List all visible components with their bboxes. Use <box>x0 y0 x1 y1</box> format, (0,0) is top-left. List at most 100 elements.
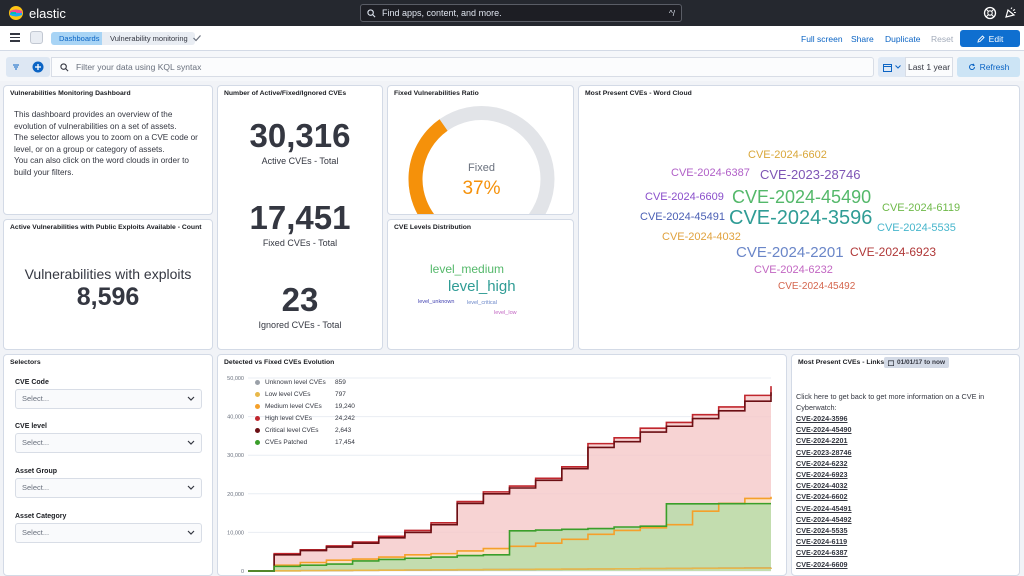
series-line <box>248 502 771 572</box>
legend-item[interactable]: Medium level CVEs 19,240 <box>255 403 355 410</box>
y-tick-label: 20,000 <box>227 492 244 498</box>
word-cloud-item[interactable]: CVE-2024-3596 <box>729 207 873 229</box>
legend-item[interactable]: Low level CVEs 797 <box>255 391 346 398</box>
asset-category-label: Asset Category <box>15 513 67 520</box>
breadcrumb-current: Vulnerability monitoring <box>102 32 195 45</box>
word-cloud-item[interactable]: CVE-2024-6119 <box>882 202 961 214</box>
time-range-text: 01/01/17 to now <box>897 359 946 366</box>
panel-title: Fixed Vulnerabilities Ratio <box>394 90 479 97</box>
filter-menu-icon[interactable] <box>12 63 20 71</box>
asset-group-select[interactable]: Select... <box>15 478 202 498</box>
panel-exploits-count: Active Vulnerabilities with Public Explo… <box>3 219 213 350</box>
global-search-input[interactable]: Find apps, content, and more. ^/ <box>360 4 682 22</box>
panel-cve-links: Most Present CVEs - Links 01/01/17 to no… <box>791 354 1020 576</box>
panel-fixed-ratio: Fixed Vulnerabilities Ratio Fixed 37% <box>387 85 574 215</box>
word-cloud-item[interactable]: CVE-2024-6232 <box>754 264 833 276</box>
level-word-item[interactable]: level_unknown <box>418 299 455 305</box>
cve-code-label: CVE Code <box>15 379 49 386</box>
refresh-label: Refresh <box>979 62 1010 72</box>
duplicate-button[interactable]: Duplicate <box>885 34 921 44</box>
word-cloud-item[interactable]: CVE-2024-45490 <box>732 187 872 207</box>
share-button[interactable]: Share <box>851 34 874 44</box>
legend-swatch <box>255 404 260 409</box>
legend-swatch <box>255 440 260 445</box>
legend-item[interactable]: Unknown level CVEs 859 <box>255 379 346 386</box>
filter-controls <box>6 57 50 77</box>
help-icon[interactable] <box>983 6 997 20</box>
legend-swatch <box>255 392 260 397</box>
cve-link[interactable]: CVE-2024-6387 <box>796 548 848 558</box>
level-word-item[interactable]: level_low <box>494 310 517 316</box>
word-cloud-item[interactable]: CVE-2024-45491 <box>640 211 726 223</box>
space-avatar[interactable] <box>30 31 43 44</box>
edit-button[interactable]: Edit <box>960 30 1020 47</box>
cve-link[interactable]: CVE-2024-6232 <box>796 458 848 468</box>
cve-link[interactable]: CVE-2024-6923 <box>796 470 848 480</box>
cve-level-select[interactable]: Select... <box>15 433 202 453</box>
word-cloud-item[interactable]: CVE-2024-5535 <box>877 222 956 234</box>
panel-title: Active Vulnerabilities with Public Explo… <box>10 224 202 231</box>
description-line: You can also click on the word clouds in… <box>14 156 189 166</box>
legend-item[interactable]: Critical level CVEs 2,643 <box>255 427 351 434</box>
elastic-logo[interactable]: elastic <box>8 5 66 21</box>
search-icon <box>60 62 69 71</box>
legend-label: Critical level CVEs <box>265 427 319 434</box>
word-cloud-item[interactable]: CVE-2024-6387 <box>671 167 750 179</box>
cve-link[interactable]: CVE-2024-45490 <box>796 425 852 435</box>
search-placeholder: Find apps, content, and more. <box>382 8 502 18</box>
word-cloud-item[interactable]: CVE-2024-6609 <box>645 191 724 203</box>
kql-search-input[interactable]: Filter your data using KQL syntax <box>51 57 874 77</box>
word-cloud-item[interactable]: CVE-2024-6602 <box>748 149 827 161</box>
cve-link[interactable]: CVE-2024-6602 <box>796 492 848 502</box>
top-header: elastic Find apps, content, and more. ^/ <box>0 0 1024 26</box>
description-line: evolution of vulnerabilities on a set of… <box>14 121 177 131</box>
asset-category-select[interactable]: Select... <box>15 523 202 543</box>
date-range-display[interactable]: Last 1 year <box>905 57 953 77</box>
panel-title: Most Present CVEs - Links <box>798 359 885 366</box>
legend-value: 17,454 <box>335 439 355 446</box>
word-cloud-item[interactable]: CVE-2023-28746 <box>760 167 861 182</box>
legend-value: 859 <box>335 379 346 386</box>
add-filter-icon[interactable] <box>32 61 44 73</box>
cve-link[interactable]: CVE-2024-4032 <box>796 481 848 491</box>
fixed-cves-label: Fixed CVEs - Total <box>262 238 338 248</box>
series-line <box>248 567 772 572</box>
cve-link[interactable]: CVE-2024-3596 <box>796 414 848 423</box>
cve-link[interactable]: CVE-2024-6119 <box>796 537 848 547</box>
date-quick-menu-button[interactable] <box>878 57 905 77</box>
level-word-item[interactable]: level_high <box>448 278 516 295</box>
level-word-item[interactable]: level_critical <box>467 300 497 306</box>
cve-code-select[interactable]: Select... <box>15 389 202 409</box>
legend-value: 2,643 <box>335 427 352 434</box>
description-line: The selector allows you to zoom on a CVE… <box>14 133 198 143</box>
asset-group-label: Asset Group <box>15 468 58 475</box>
menu-icon[interactable] <box>10 33 20 42</box>
cve-link[interactable]: CVE-2024-2201 <box>796 436 848 446</box>
description-line: This dashboard provides an overview of t… <box>14 110 173 119</box>
legend-item[interactable]: CVEs Patched 17,454 <box>255 439 355 446</box>
panel-title: Vulnerabilities Monitoring Dashboard <box>10 90 131 97</box>
refresh-button[interactable]: Refresh <box>957 57 1020 77</box>
active-cves-value: 30,316 <box>249 117 351 154</box>
level-word-item[interactable]: level_medium <box>430 262 505 276</box>
word-cloud-item[interactable]: CVE-2024-6923 <box>850 245 937 259</box>
cve-link[interactable]: CVE-2024-6609 <box>796 559 848 569</box>
cve-link[interactable]: CVE-2023-28746 <box>796 447 852 457</box>
word-cloud-item[interactable]: CVE-2024-45492 <box>778 281 856 292</box>
legend-item[interactable]: High level CVEs 24,242 <box>255 415 355 422</box>
cve-link[interactable]: CVE-2024-5535 <box>796 526 848 536</box>
word-cloud-item[interactable]: CVE-2024-4032 <box>662 231 741 243</box>
breadcrumb-dashboards[interactable]: Dashboards <box>51 32 106 45</box>
kql-placeholder: Filter your data using KQL syntax <box>76 62 202 72</box>
word-cloud-item[interactable]: CVE-2024-2201 <box>736 244 844 261</box>
cve-link[interactable]: CVE-2024-45491 <box>796 503 852 513</box>
y-tick-label: 0 <box>241 569 244 575</box>
legend-label: Low level CVEs <box>265 391 311 398</box>
nav-bar: Dashboards Vulnerability monitoring Full… <box>0 26 1024 51</box>
chevron-down-icon <box>187 440 195 445</box>
panel-cve-word-cloud: Most Present CVEs - Word Cloud CVE-2024-… <box>578 85 1020 350</box>
full-screen-button[interactable]: Full screen <box>801 34 843 44</box>
newsfeed-icon[interactable] <box>1003 6 1017 20</box>
reset-button[interactable]: Reset <box>931 34 954 44</box>
cve-link[interactable]: CVE-2024-45492 <box>796 514 852 524</box>
